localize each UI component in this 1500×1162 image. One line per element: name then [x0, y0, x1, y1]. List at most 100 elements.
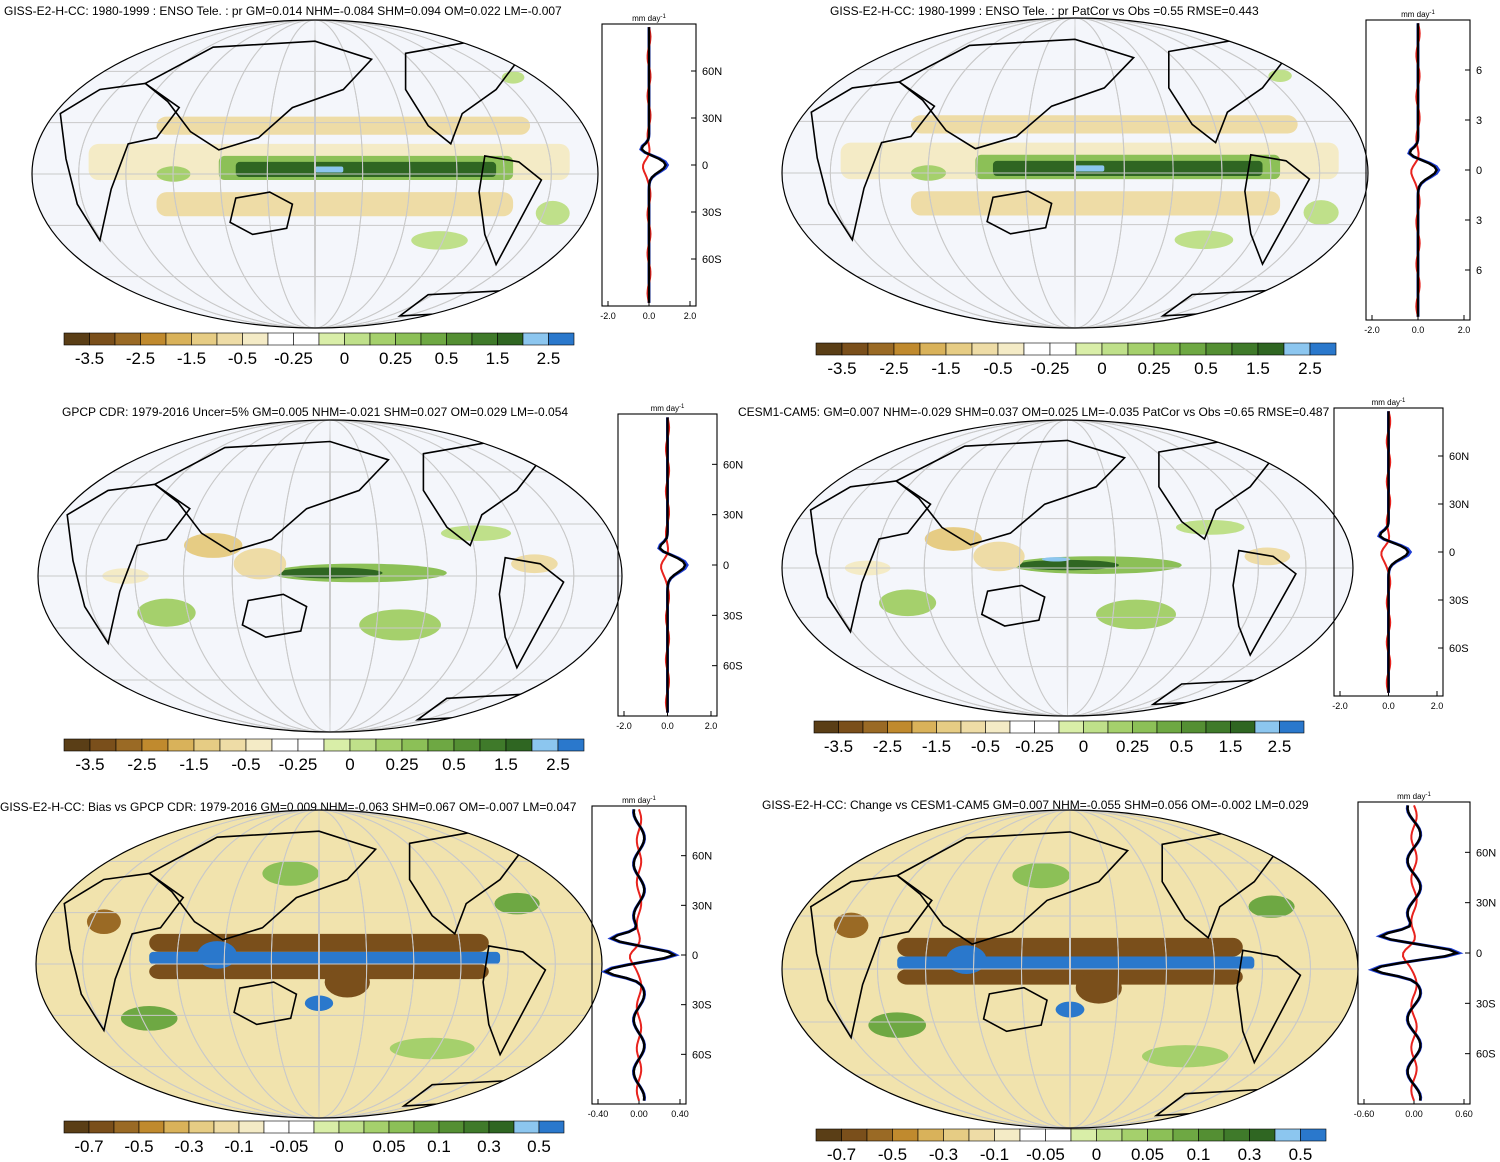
colorbar-swatch — [1283, 342, 1311, 356]
colorbar-label: -0.5 — [231, 755, 260, 774]
colorbar-label: 1.5 — [486, 349, 510, 368]
continent-outline — [897, 38, 1136, 150]
profile-x-tick: 0.0 — [643, 311, 656, 321]
continent-outline — [478, 154, 543, 267]
colorbar-label: 0.05 — [372, 1137, 405, 1156]
colorbar-swatch — [114, 332, 141, 346]
colorbar-swatch — [917, 1128, 944, 1142]
colorbar-label: -1.5 — [177, 349, 206, 368]
graticule — [782, 18, 1368, 328]
precip-band — [315, 166, 344, 173]
colorbar-swatch — [167, 738, 195, 752]
colorbar-swatch — [1127, 342, 1155, 356]
colorbar-swatch — [866, 1128, 893, 1142]
map-border — [35, 809, 603, 1119]
continent-outline — [482, 944, 547, 1057]
colorbar-label: -1.5 — [922, 737, 951, 756]
profile-x-tick: 0.40 — [671, 1109, 689, 1119]
colorbar-swatch — [140, 332, 167, 346]
colorbar-label: -0.25 — [1015, 737, 1054, 756]
colorbar-label: 0.1 — [1187, 1145, 1211, 1162]
colorbar-swatch — [293, 332, 320, 346]
colorbar-swatch — [238, 1120, 265, 1134]
colorbar-label: 0 — [340, 349, 349, 368]
profile-units: mm day-1 — [632, 14, 666, 23]
continent-outline — [895, 831, 1130, 945]
colorbar-swatch — [1049, 342, 1077, 356]
colorbar-label: -0.5 — [983, 359, 1012, 378]
profile-x-tick: 0.0 — [1412, 325, 1425, 335]
profile-lat-label: 30N — [692, 900, 712, 912]
zonal-mean-profile: mm day-1 -2.0 0.0 2.0 60N 30N 0 30S 60S — [616, 404, 743, 731]
precip-anomaly — [233, 548, 287, 580]
colorbar-label: 0.5 — [1194, 359, 1218, 378]
precip-band — [897, 956, 1255, 969]
colorbar-swatch — [318, 332, 345, 346]
colorbar-swatch — [363, 1120, 390, 1134]
colorbar-swatch — [1019, 1128, 1046, 1142]
colorbar-swatch — [960, 720, 986, 734]
colorbar-swatch — [1205, 720, 1231, 734]
colorbar-swatch — [1231, 342, 1259, 356]
colorbar-label: -3.5 — [827, 359, 856, 378]
profile-lat-label: 60N — [692, 851, 712, 863]
world-map — [35, 809, 603, 1119]
colorbar-swatch — [1230, 720, 1256, 734]
colorbar-swatch — [488, 1120, 515, 1134]
profile-lat-label: 30S — [702, 207, 722, 219]
colorbar-swatch — [919, 342, 947, 356]
profile-curve — [1410, 23, 1421, 317]
colorbar-swatch — [313, 1120, 340, 1134]
colorbar-label: 0.3 — [477, 1137, 501, 1156]
colorbar-swatch — [242, 332, 269, 346]
precip-anomaly — [879, 589, 937, 617]
colorbar-swatch — [867, 342, 895, 356]
profile-x-tick: -0.40 — [588, 1109, 609, 1119]
profile-lat-label: 30N — [702, 113, 722, 125]
profile-lat-label: 6 — [1476, 65, 1482, 77]
colorbar-label: 0 — [1097, 359, 1106, 378]
colorbar-swatch — [349, 738, 377, 752]
profile-lat-label: 30N — [1449, 499, 1469, 511]
profile-x-tick: 0.00 — [1405, 1109, 1423, 1119]
continent-outline — [810, 81, 936, 242]
colorbar-swatch — [1075, 342, 1103, 356]
colorbar-label: 0 — [345, 755, 354, 774]
precip-anomaly — [1075, 971, 1122, 1004]
precip-anomaly — [868, 1012, 926, 1038]
colorbar-swatch — [841, 342, 869, 356]
profile-x-tick: 2.0 — [684, 311, 697, 321]
graticule — [782, 420, 1353, 716]
colorbar-swatch — [1121, 1128, 1148, 1142]
continent-outline — [143, 40, 374, 151]
colorbar-swatch — [338, 1120, 365, 1134]
continent-outline — [1244, 153, 1311, 266]
profile-curve — [1370, 805, 1461, 1101]
profile-x-tick: 2.0 — [1431, 701, 1444, 711]
colorbar-label: -0.3 — [929, 1145, 958, 1162]
panel-title: GISS-E2-H-CC: Change vs CESM1-CAM5 GM=0.… — [762, 798, 1309, 812]
colorbar-swatch — [1096, 1128, 1123, 1142]
colorbar-swatch — [344, 332, 371, 346]
colorbar-swatch — [88, 1120, 115, 1134]
profile-x-tick: 2.0 — [705, 721, 718, 731]
profile-curve — [639, 27, 670, 303]
colorbar-swatch — [1107, 720, 1133, 734]
colorbar-swatch — [936, 720, 962, 734]
continent-outline — [1236, 949, 1302, 1065]
profile-units: mm day-1 — [1401, 10, 1435, 19]
colorbar-swatch — [815, 342, 843, 356]
colorbar-label: -1.5 — [179, 755, 208, 774]
colorbar-swatch — [497, 332, 524, 346]
colorbar-label: 0.25 — [379, 349, 412, 368]
precip-anomaly — [494, 892, 540, 915]
precip-anomaly — [137, 598, 196, 627]
colorbar-label: -0.5 — [228, 349, 257, 368]
profile-x-tick: 0.60 — [1455, 1109, 1473, 1119]
profile-x-tick: 2.0 — [1458, 325, 1471, 335]
profile-lat-label: 0 — [1476, 165, 1482, 177]
map-border — [781, 17, 1369, 329]
